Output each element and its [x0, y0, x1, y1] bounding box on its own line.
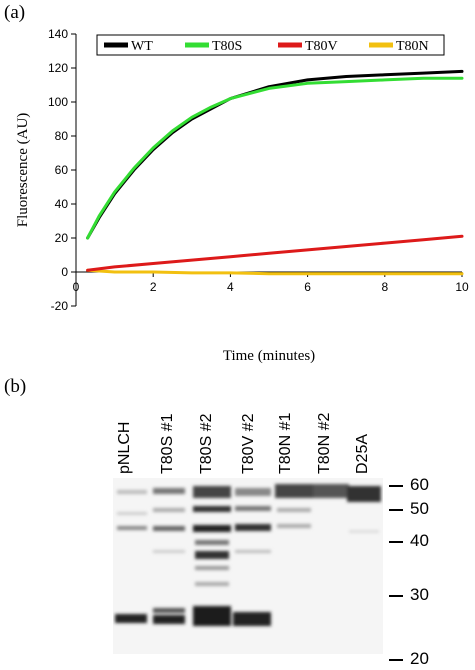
y-tick-label: -20: [51, 299, 69, 313]
mw-label: 40: [410, 531, 429, 550]
panel-a-label: (a): [4, 2, 26, 23]
lane-label: T80S #1: [159, 413, 176, 474]
legend-label: WT: [131, 39, 153, 54]
mw-label: 30: [410, 585, 429, 604]
x-tick-label: 10: [455, 280, 469, 294]
x-tick-label: 6: [304, 280, 311, 294]
y-tick-label: 40: [55, 197, 69, 211]
mw-label: 20: [410, 649, 429, 668]
series-line-t80s: [86, 76, 464, 240]
y-tick-label: 0: [61, 265, 68, 279]
y-tick-label: 120: [48, 61, 68, 75]
lane-label: T80N #2: [316, 412, 333, 474]
series-line-wt: [86, 69, 464, 240]
mw-label: 60: [410, 475, 429, 494]
chart-legend: WT T80S T80V T80N: [96, 34, 445, 56]
panel-b-label: (b): [4, 376, 27, 397]
x-tick-label: 4: [227, 280, 234, 294]
series-line-t80n: [86, 268, 464, 276]
legend-label: T80S: [212, 39, 242, 54]
series-line-t80v: [86, 234, 464, 272]
mw-tick: [389, 595, 403, 597]
chart-axes: -20 0 20 40 60 80 100 120 140 0 2 4 6 8 10: [48, 27, 469, 313]
legend-label: T80N: [396, 39, 429, 54]
western-blot-image: [113, 478, 383, 654]
y-tick-label: 60: [55, 163, 69, 177]
y-tick-label: 100: [48, 95, 68, 109]
mw-tick: [389, 485, 403, 487]
lane-label: pNLCH: [116, 421, 133, 474]
mw-tick: [389, 509, 403, 511]
x-tick-label: 0: [73, 280, 80, 294]
x-tick-label: 8: [381, 280, 388, 294]
x-axis-title: Time (minutes): [223, 348, 315, 364]
x-tick-label: 2: [150, 280, 157, 294]
y-tick-label: 80: [55, 129, 69, 143]
legend-label: T80V: [305, 39, 338, 54]
fluorescence-chart: -20 0 20 40 60 80 100 120 140 0 2 4 6 8 10 WT T80S T80V T…: [15, 27, 469, 364]
lane-label: T80V #2: [240, 413, 257, 474]
chart-series: [86, 69, 464, 276]
lane-label: T80N #1: [277, 412, 294, 474]
mw-tick: [389, 541, 403, 543]
mw-tick: [389, 659, 403, 661]
lane-label: T80S #2: [198, 413, 215, 474]
y-tick-label: 20: [55, 231, 69, 245]
legend-box: [96, 34, 445, 56]
y-tick-label: 140: [48, 27, 68, 41]
mw-label: 50: [410, 499, 429, 518]
lane-label: D25A: [354, 433, 371, 474]
y-axis-title: Fluorescence (AU): [15, 113, 31, 228]
